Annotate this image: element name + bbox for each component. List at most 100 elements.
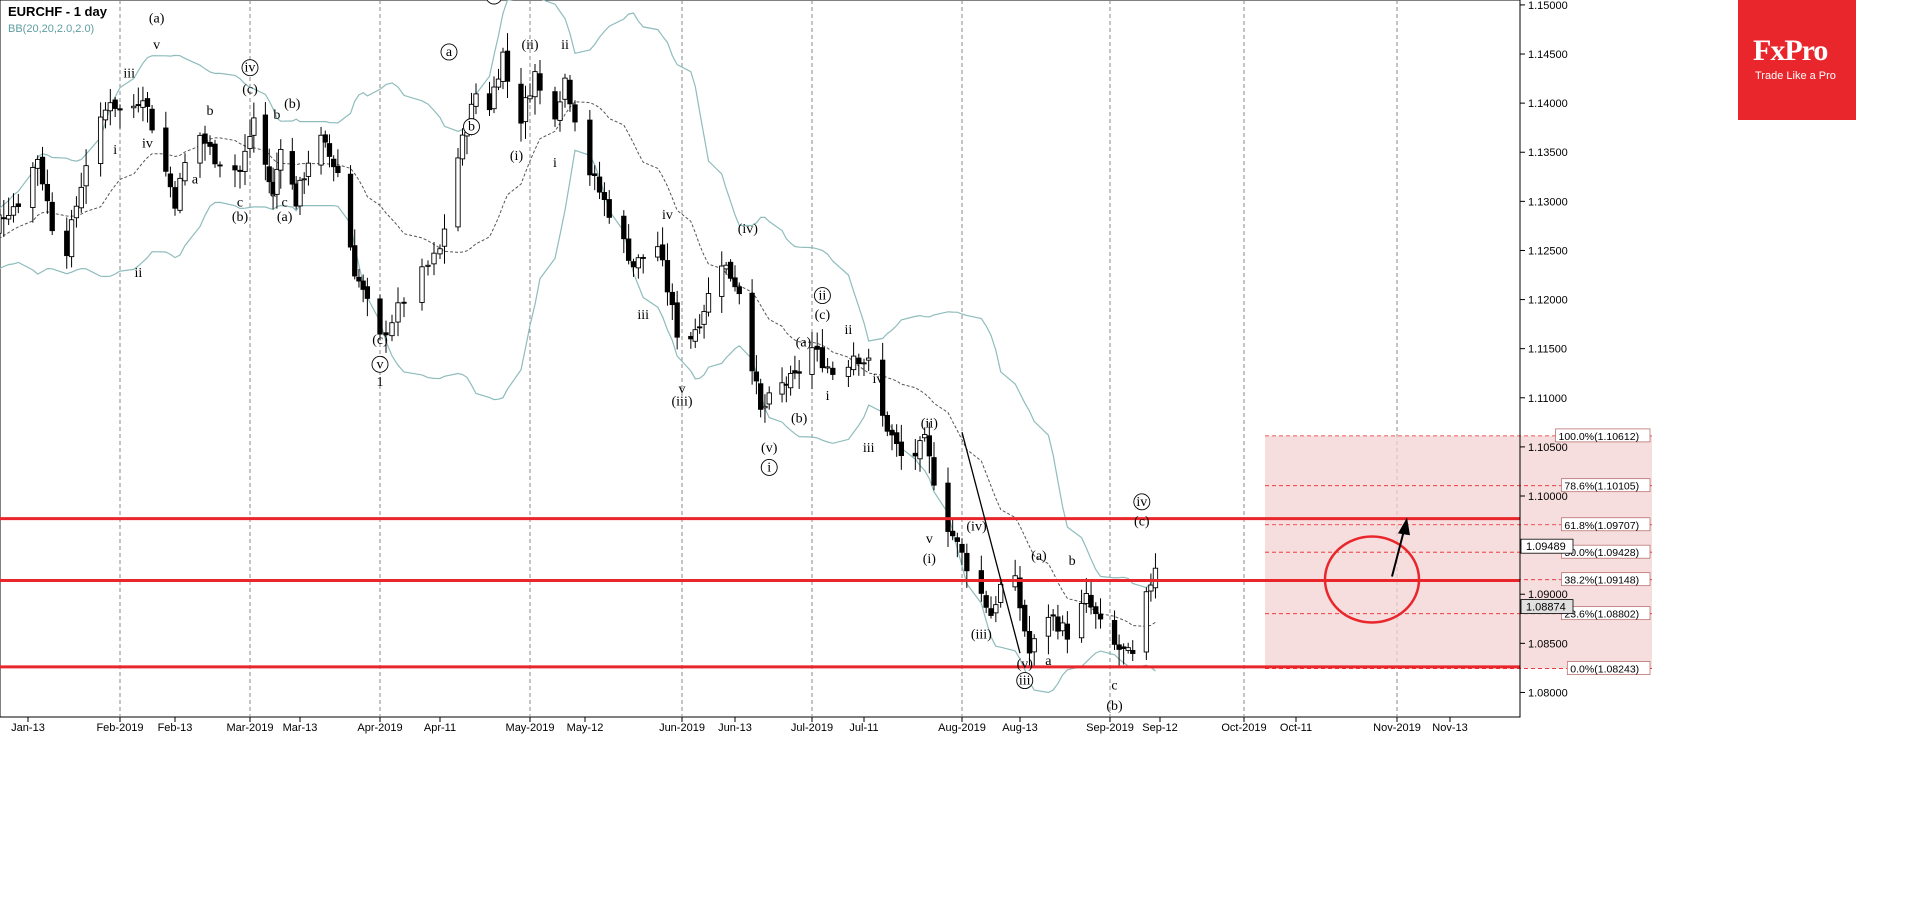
candle-body: [522, 97, 529, 123]
candle-body: [251, 117, 257, 136]
candle-body: [1088, 594, 1094, 608]
candle-body: [889, 429, 895, 436]
wave-label: iv: [662, 208, 673, 223]
wave-label: iv: [873, 372, 884, 387]
candle-body: [912, 452, 918, 457]
wave-label: ii: [134, 266, 142, 281]
x-tick-label: Jan-13: [11, 722, 45, 734]
wave-label: b: [468, 120, 475, 135]
candle-body: [954, 537, 960, 542]
candle-body: [437, 248, 443, 255]
wave-label: (c): [242, 82, 258, 97]
wave-label: (ii): [521, 38, 538, 53]
candle-body: [1097, 613, 1104, 620]
candle-body: [787, 373, 794, 389]
candle-body: [1022, 604, 1028, 632]
wave-label: i: [553, 156, 557, 171]
wave-circle: [371, 355, 389, 373]
candle-body: [318, 134, 324, 166]
candle-body: [998, 583, 1004, 603]
candle-body: [758, 383, 764, 410]
brand-name: FxPro: [1753, 34, 1828, 67]
candle-body: [688, 335, 694, 340]
y-tick-label: 1.14500: [1528, 49, 1568, 61]
wave-label: iii: [1019, 674, 1031, 689]
wave-circle: [813, 287, 831, 305]
candle-body: [850, 355, 857, 371]
candle-body: [197, 134, 203, 164]
wave-label: (a): [796, 336, 812, 351]
x-tick-label: Oct-11: [1280, 722, 1312, 734]
candle-body: [861, 362, 867, 365]
candle-body: [352, 245, 358, 277]
x-tick-label: Nov-2019: [1373, 722, 1421, 734]
candle-body: [73, 205, 80, 219]
candle-body: [305, 162, 312, 177]
candle-body: [824, 366, 831, 369]
candle-body: [572, 104, 578, 123]
support-lines: [0, 517, 1520, 669]
fib-label-box: [1561, 478, 1651, 493]
bb-lower: [0, 149, 1156, 694]
candle-body: [630, 261, 637, 268]
candle-body: [562, 77, 568, 100]
x-tick-label: Aug-2019: [938, 722, 986, 734]
y-tick-label: 1.14000: [1528, 98, 1568, 110]
candle-body: [491, 86, 497, 110]
candle-body: [131, 105, 137, 109]
wave-labels: iiiiiiivv(a)abiv(c)c(b)abc(a)(b)(c)v12ca…: [113, 0, 1151, 714]
annotations: [961, 431, 1421, 654]
x-tick-label: Sep-2019: [1086, 722, 1134, 734]
candle-body: [144, 98, 151, 107]
x-tick-label: Sep-12: [1142, 722, 1177, 734]
wave-label: v: [679, 382, 686, 397]
x-tick-label: Feb-2019: [96, 722, 143, 734]
candle-body: [705, 293, 712, 313]
price-tag-label: 1.09489: [1526, 541, 1566, 553]
candle-body: [945, 482, 951, 532]
wave-label: (i): [510, 149, 524, 164]
fib-level-label: 100.0%(1.10612): [1559, 431, 1640, 443]
fib-level-label: 50.0%(1.09428): [1564, 547, 1639, 559]
candle-body: [527, 95, 533, 100]
wave-circle: [440, 43, 458, 61]
wave-label: c: [491, 0, 497, 4]
x-tick-label: May-2019: [506, 722, 555, 734]
candle-body: [983, 595, 989, 608]
x-tick-label: Apr-11: [424, 722, 456, 734]
candle-body: [1, 217, 7, 220]
candle-body: [177, 177, 183, 211]
wave-label: (b): [1106, 699, 1123, 714]
fib-label-box: [1566, 661, 1651, 675]
x-tick-label: Jun-13: [718, 722, 752, 734]
candle-body: [830, 367, 836, 375]
candle-body: [5, 215, 12, 220]
wave-circle: [241, 59, 259, 77]
candle-body: [727, 261, 734, 279]
candle-body: [719, 265, 725, 297]
candle-body: [1093, 606, 1099, 615]
brand-tagline: Trade Like a Pro: [1755, 70, 1836, 82]
candle-body: [1125, 647, 1131, 651]
wave-label: c: [1111, 678, 1117, 693]
candle-body: [950, 530, 956, 537]
wave-label: (v): [761, 441, 778, 456]
x-tick-label: Feb-13: [158, 722, 193, 734]
candle-body: [537, 73, 543, 91]
candle-body: [364, 286, 371, 299]
candle-body: [389, 322, 395, 337]
chart-title: EURCHF - 1 day: [8, 4, 107, 19]
candle-body: [1050, 614, 1056, 617]
candle-body: [697, 326, 703, 329]
candle-body: [606, 199, 612, 218]
candle-body: [167, 173, 174, 188]
wave-label: ii: [819, 289, 827, 304]
candle-body: [425, 264, 431, 267]
candle-body: [377, 298, 383, 335]
candle-body: [898, 441, 904, 456]
trend-line: [961, 431, 1021, 654]
wave-circle: [1016, 672, 1034, 690]
candle-body: [964, 552, 970, 572]
indicator-label: BB(20,20,2.0,2.0): [8, 23, 95, 35]
candle-body: [504, 50, 511, 82]
